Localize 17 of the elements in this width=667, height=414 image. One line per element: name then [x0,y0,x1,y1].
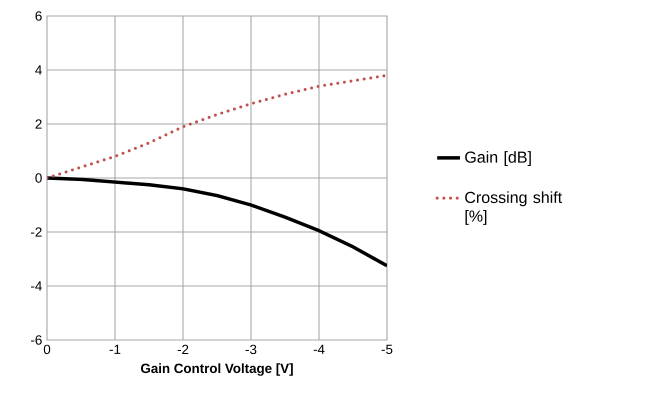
x-tick-label: -2 [178,344,188,354]
y-tick-label: -2 [31,227,42,237]
x-tick-label: -1 [110,344,120,354]
x-tick-label: -3 [246,344,256,354]
legend-label: Gain [dB] [465,151,531,166]
y-tick-label: 0 [35,173,42,183]
x-tick-label: -5 [382,344,392,354]
legend-label: Crossing shift [%] [465,191,562,225]
y-tick-label: 6 [36,11,42,21]
x-axis-title: Gain Control Voltage [V] [140,363,293,376]
y-tick-label: -4 [31,281,42,291]
y-tick-label: -6 [31,335,42,345]
y-tick-label: 4 [35,65,42,75]
x-tick-label: -4 [314,344,325,354]
x-tick-label: 0 [44,344,50,354]
line-series [46,176,387,268]
y-tick-label: 2 [36,119,42,129]
